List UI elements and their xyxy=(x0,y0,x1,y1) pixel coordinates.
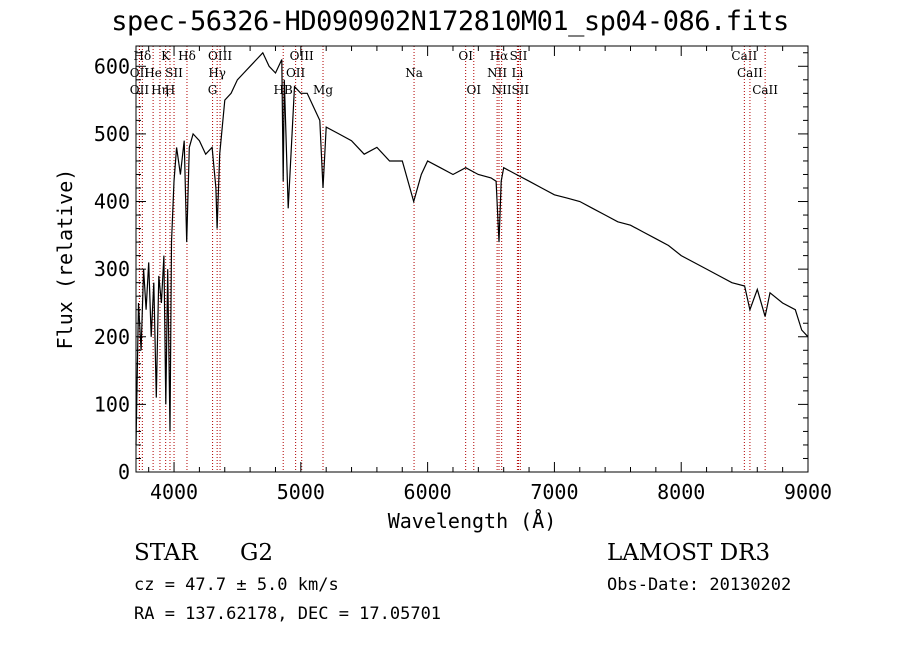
spectral-line-label: H xyxy=(165,83,175,97)
y-axis-label: Flux (relative) xyxy=(53,169,77,350)
spectral-line-label: OII xyxy=(130,83,150,97)
spectral-line-label: G xyxy=(208,83,218,97)
spectral-line-label: CaII xyxy=(731,49,757,63)
spectral-line-label: CaII xyxy=(752,83,778,97)
spectral-line-label: SII xyxy=(510,49,528,63)
y-tick-label: 200 xyxy=(94,325,130,349)
spectral-line-label: SII xyxy=(165,66,183,80)
y-tick-label: 400 xyxy=(94,190,130,214)
spectral-line-label: Na xyxy=(405,66,423,80)
object-class: STAR xyxy=(134,540,198,566)
spectral-line-label: He xyxy=(144,66,162,80)
spectral-line-label: K xyxy=(161,49,171,63)
x-axis-label: Wavelength (Å) xyxy=(388,509,557,533)
spectral-line-label: CaII xyxy=(737,66,763,80)
spectral-line-label: OI xyxy=(458,49,473,63)
coordinates: RA = 137.62178, DEC = 17.05701 xyxy=(134,604,442,624)
spectral-line-label: Hα xyxy=(490,49,509,63)
spectral-line-label: OIII xyxy=(290,49,314,63)
spectral-line-label: OIII xyxy=(208,49,232,63)
x-tick-label: 8000 xyxy=(657,480,705,504)
y-tick-label: 100 xyxy=(94,392,130,416)
spectral-line-label: NII xyxy=(492,83,512,97)
y-tick-label: 500 xyxy=(94,122,130,146)
spectral-line-label: Hδ xyxy=(178,49,196,63)
spectrum-series xyxy=(135,51,809,446)
x-tick-label: 5000 xyxy=(277,480,325,504)
x-tick-label: 9000 xyxy=(784,480,832,504)
spectral-line-label: Hη xyxy=(151,83,169,97)
spectral-line-label: Li xyxy=(511,66,523,80)
y-tick-label: 300 xyxy=(94,257,130,281)
obs-date: Obs-Date: 20130202 xyxy=(607,575,792,595)
spectral-line-label: SII xyxy=(511,83,529,97)
spectral-line-label: NII xyxy=(487,66,507,80)
chart-title: spec-56326-HD090902N172810M01_sp04-086.f… xyxy=(111,6,789,37)
plot-frame xyxy=(135,45,809,473)
y-tick-label: 0 xyxy=(118,460,130,484)
spectral-line-label: OI xyxy=(466,83,481,97)
spectral-line-label: OII xyxy=(286,66,306,80)
x-tick-label: 4000 xyxy=(150,480,198,504)
spectral-line-label: Hγ xyxy=(208,66,226,80)
object-subclass: G2 xyxy=(240,540,274,566)
spectral-line-label: HB xyxy=(274,83,293,97)
x-tick-label: 7000 xyxy=(530,480,578,504)
y-tick-label: 600 xyxy=(94,54,130,78)
redshift-value: cz = 47.7 ± 5.0 km/s xyxy=(134,575,339,595)
spectral-line-label: Mg xyxy=(313,83,333,97)
survey-label: LAMOST DR3 xyxy=(607,540,771,566)
x-tick-label: 6000 xyxy=(404,480,452,504)
